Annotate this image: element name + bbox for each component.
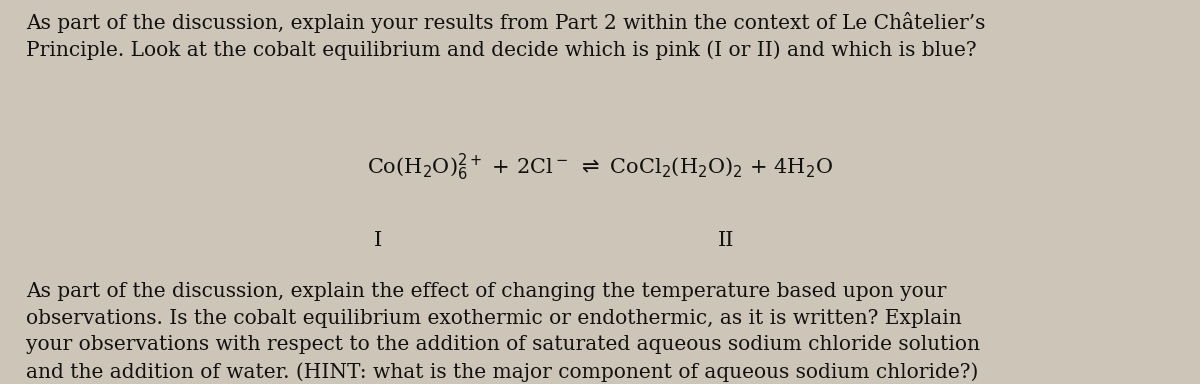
Text: Co(H$_2$O)$_6^{2+}$ + 2Cl$^-$ $\rightleftharpoons$ CoCl$_2$(H$_2$O)$_2$ + 4H$_2$: Co(H$_2$O)$_6^{2+}$ + 2Cl$^-$ $\rightlef… [367, 151, 833, 183]
Text: I: I [374, 230, 382, 250]
Text: II: II [718, 230, 734, 250]
Text: As part of the discussion, explain your results from Part 2 within the context o: As part of the discussion, explain your … [26, 12, 985, 60]
Text: As part of the discussion, explain the effect of changing the temperature based : As part of the discussion, explain the e… [26, 282, 980, 382]
